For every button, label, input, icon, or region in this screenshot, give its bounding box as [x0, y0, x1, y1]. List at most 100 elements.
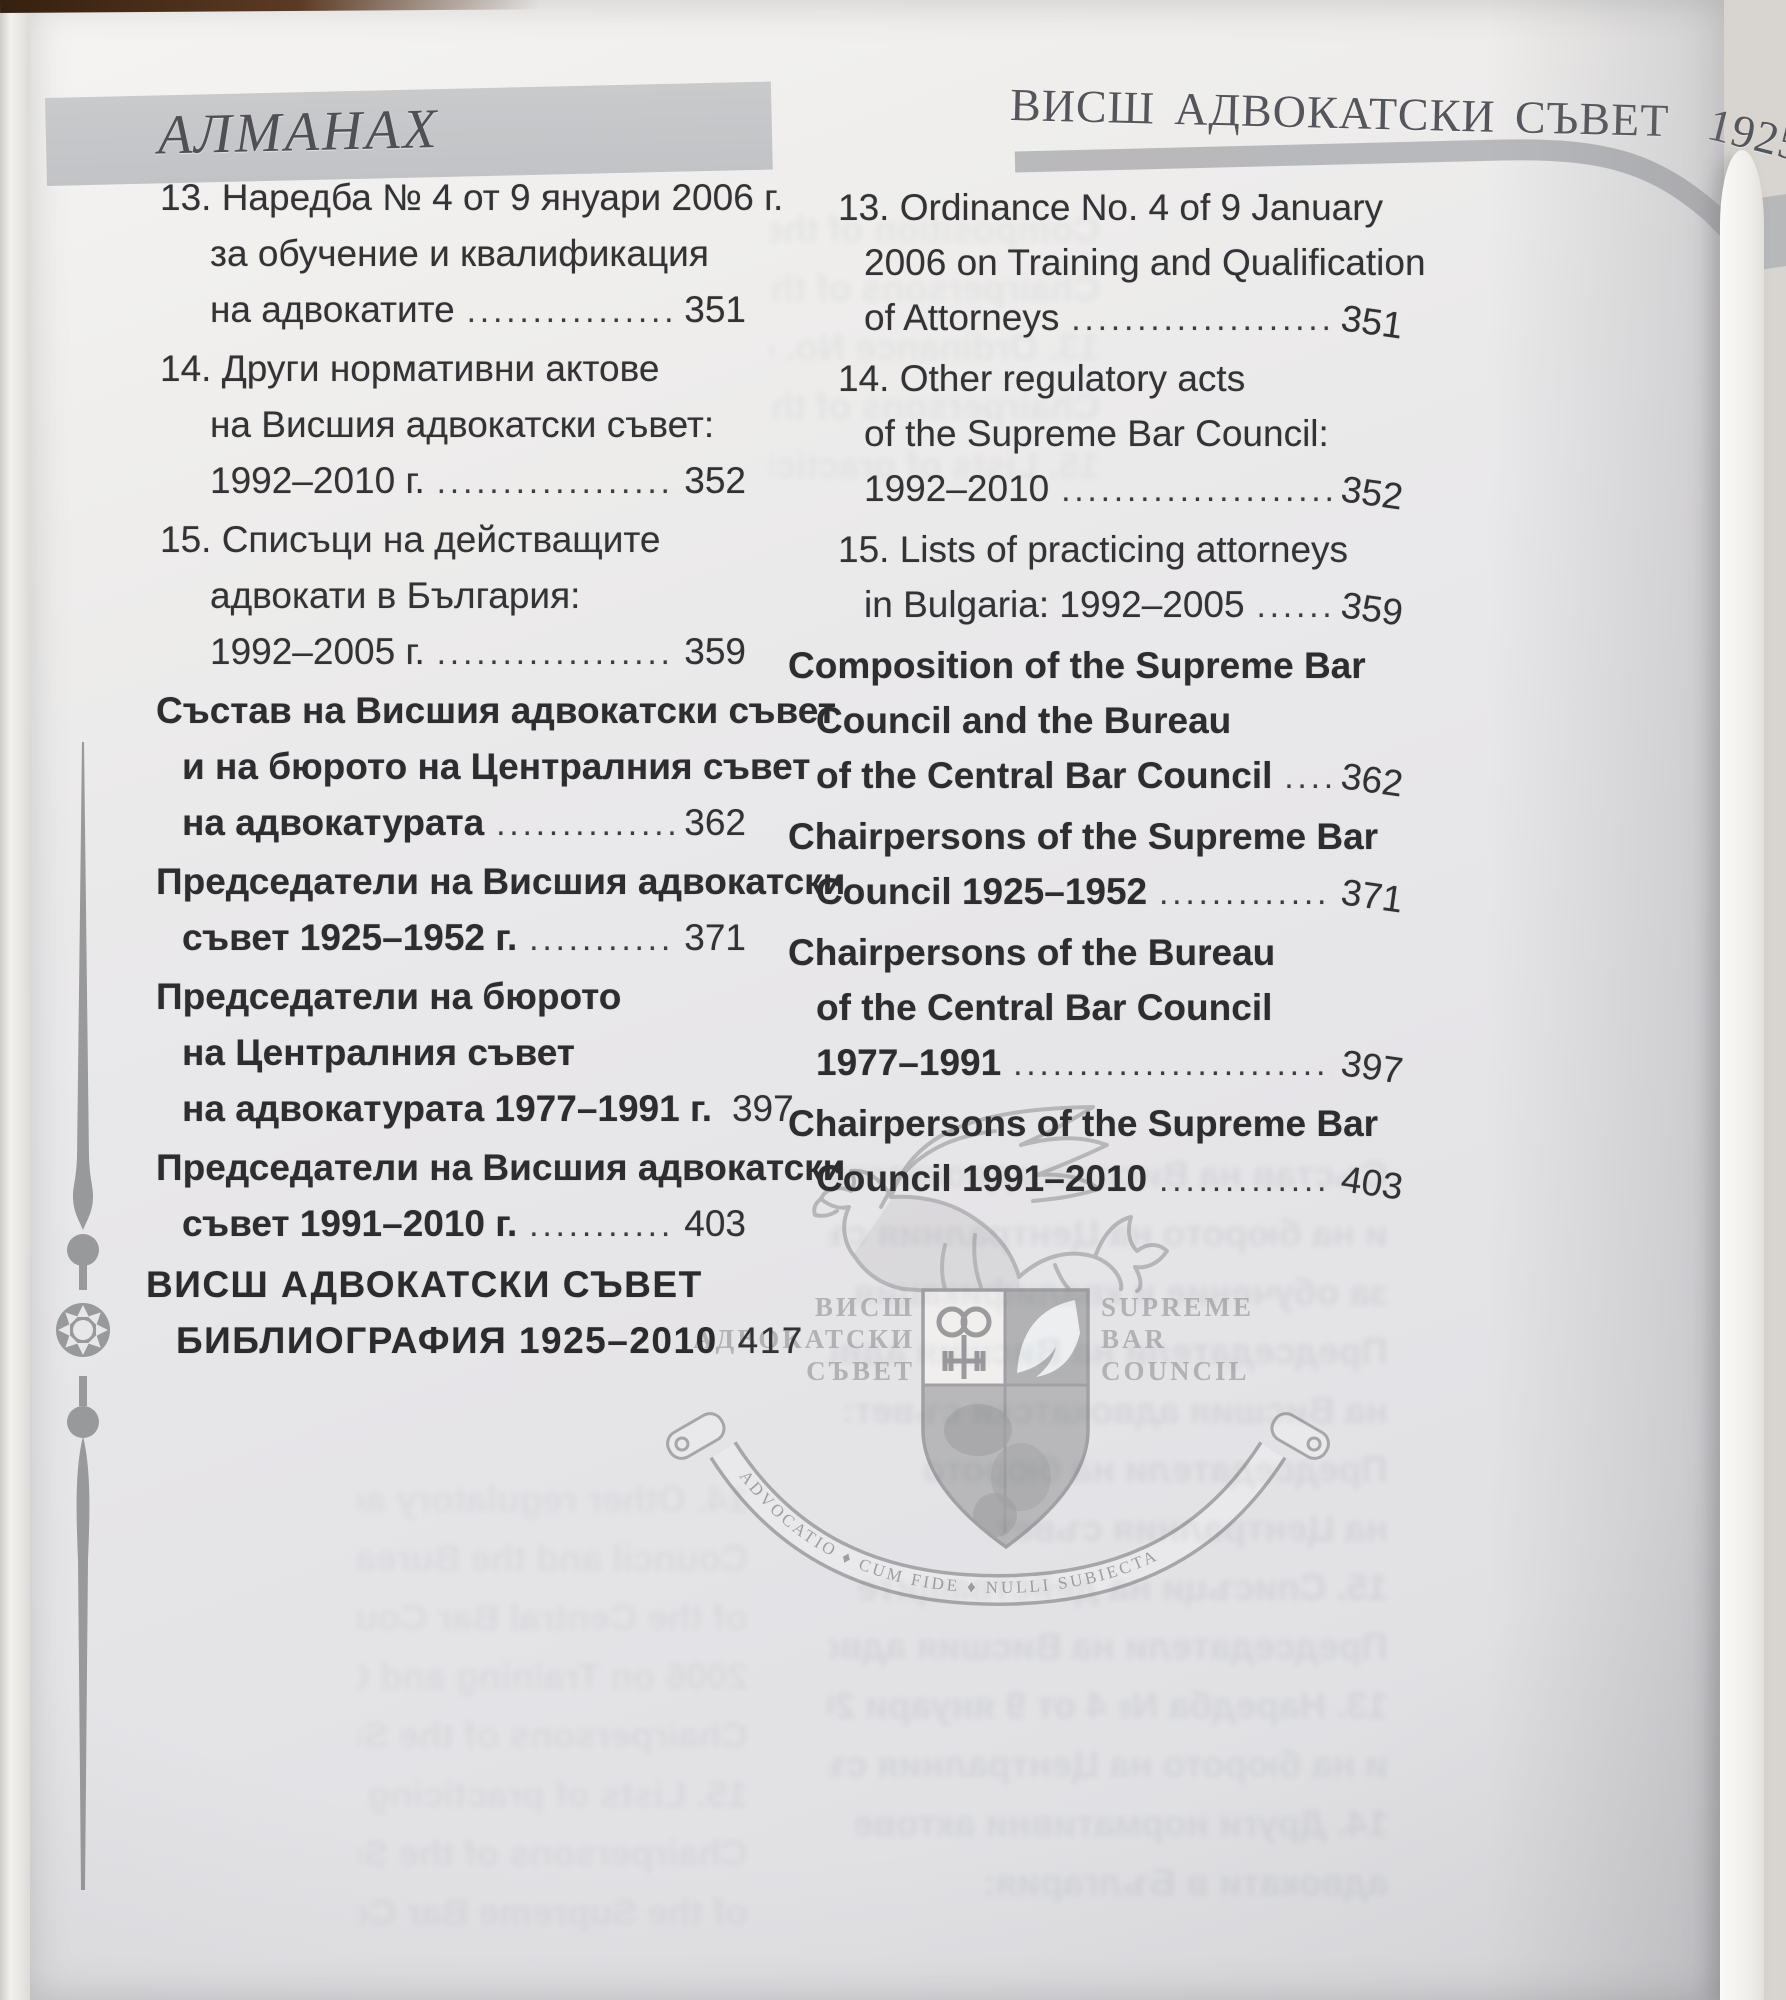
right-header-rule	[1014, 139, 1753, 254]
toc-entry: 13. Наредба № 4 от 9 януари 2006 г. за о…	[146, 170, 784, 339]
page-number-wrap: 403	[1338, 1151, 1407, 1214]
ghost-line: адвокати в България:	[983, 1862, 1388, 1903]
page-number: 362	[684, 802, 746, 843]
toc-line: Chairpersons of the Supreme Bar	[788, 1103, 1379, 1144]
toc-line-text: Council 1991–2010	[816, 1158, 1148, 1199]
toc-entry: 13. Ordinance No. 4 of 9 January 2006 on…	[788, 180, 1426, 346]
toc-line: of the Central Bar Council	[816, 987, 1273, 1028]
toc-column-bulgarian: 13. Наредба № 4 от 9 януари 2006 г. за о…	[146, 170, 846, 1372]
toc-entry: 14. Other regulatory acts of the Supreme…	[788, 351, 1406, 517]
toc-entry: Председатели на Висшия адвокатски съвет …	[146, 1140, 845, 1253]
toc-line-text: 1992–2005 г.	[210, 631, 425, 672]
toc-line-text: на адвокатурата 1977–1991 г.	[182, 1088, 712, 1129]
toc-line: 13. Наредба № 4 от 9 януари 2006 г.	[160, 177, 784, 218]
page-number: 352	[1338, 468, 1406, 518]
dot-leader	[529, 1197, 676, 1253]
toc-line: Composition of the Supreme Bar	[788, 645, 1366, 686]
page-fore-edge	[1720, 150, 1764, 2000]
toc-line-text: Council 1925–1952	[816, 871, 1148, 912]
page-number-wrap: 362	[1338, 748, 1407, 811]
ghost-line: of the Supreme Bar Council:	[358, 1892, 748, 1933]
toc-line: 15. Списъци на действащите	[160, 519, 661, 560]
toc-line-text: 1992–2010	[864, 468, 1050, 509]
page-number: 352	[684, 460, 746, 501]
toc-line-text: на адвокатурата	[182, 802, 485, 843]
ghost-line: 15. Lists of practicing attorneys	[358, 1774, 748, 1815]
toc-line-text: 1992–2010 г.	[210, 460, 425, 501]
dot-leader	[529, 911, 676, 967]
ghost-line: и на бюрото на Централния съвет	[828, 1744, 1388, 1785]
toc-line: на Централния съвет	[182, 1032, 575, 1073]
ghost-line: Председатели на бюрото	[922, 1449, 1388, 1490]
toc-line-text: of Attorneys	[864, 297, 1060, 338]
dot-leader	[1257, 578, 1333, 633]
page-number: 351	[1338, 297, 1406, 347]
dot-leader	[437, 625, 677, 681]
crest-label-bulgarian: ВИСШ АДВОКАТСКИ СЪВЕТ	[693, 1291, 915, 1387]
toc-line: Council 1925–1952 371	[816, 864, 1406, 920]
toc-entry: Състав на Висшия адвокатски съвет и на б…	[146, 683, 837, 852]
toc-line: и на бюрото на Централния съвет	[182, 746, 811, 787]
page-number: 397	[731, 1088, 794, 1129]
toc-line: 14. Други нормативни актове	[160, 348, 660, 389]
crest-label-line: COUNCIL	[1101, 1356, 1250, 1386]
toc-line-text: of the Central Bar Council	[816, 755, 1273, 796]
toc-line-text: съвет 1925–1952 г.	[182, 917, 518, 958]
ghost-line: Chairpersons of the Supreme Bar	[358, 1833, 748, 1874]
toc-line: 1977–1991 397	[816, 1035, 1406, 1091]
right-running-head-text: ВИСШ АДВОКАТСКИ СЪВЕТ	[1009, 78, 1670, 147]
page-number: 359	[684, 631, 746, 672]
toc-line: 1992–2010 г. 352	[210, 453, 746, 510]
page-number: 417	[737, 1320, 804, 1361]
toc-line-text: 1977–1991	[816, 1042, 1002, 1083]
toc-entry: Composition of the Supreme Bar Council a…	[788, 638, 1406, 804]
ghost-line: и на бюрото на Централния съвет	[828, 1213, 1388, 1254]
toc-line: съвет 1925–1952 г. 371	[182, 910, 746, 967]
toc-line: на адвокатурата 1977–1991 г. 397	[182, 1081, 794, 1138]
page-number: 403	[684, 1203, 746, 1244]
toc-line: на Висшия адвокатски съвет:	[210, 404, 715, 445]
toc-line: БИБЛИОГРАФИЯ 1925–2010 417	[176, 1313, 802, 1370]
crest-label-line: SUPREME	[1101, 1292, 1255, 1322]
left-running-head: АЛМАНАХ	[157, 98, 441, 167]
toc-line-text: съвет 1991–2010 г.	[182, 1203, 518, 1244]
dot-leader	[437, 454, 677, 510]
page-number-wrap: 352	[1338, 461, 1407, 524]
ghost-line: Председатели на Висшия адвокатски	[828, 1331, 1388, 1372]
dot-leader	[496, 796, 676, 852]
ghost-line: на Висшия адвокатски съвет:	[841, 1390, 1388, 1431]
toc-line: 1992–2005 г. 359	[210, 624, 746, 681]
toc-line-text: in Bulgaria: 1992–2005	[864, 584, 1245, 625]
bleed-through-text: Състав на Висшия адвокатски съвет и на б…	[828, 1145, 1388, 1945]
page-number: 362	[1338, 755, 1406, 805]
toc-line: in Bulgaria: 1992–2005 359	[864, 577, 1406, 633]
ghost-line: 13. Наредба № 4 от 9 януари 2006 г.	[828, 1685, 1388, 1726]
toc-line: Председатели на Висшия адвокатски	[156, 861, 846, 902]
dot-leader	[1159, 1152, 1332, 1207]
page-number: 403	[1338, 1158, 1406, 1208]
ghost-line: 14. Други нормативни актове	[853, 1803, 1388, 1844]
toc-line: 15. Lists of practicing attorneys	[838, 529, 1349, 570]
toc-column-english: 13. Ordinance No. 4 of 9 January 2006 on…	[788, 180, 1426, 1212]
toc-line-text: БИБЛИОГРАФИЯ 1925–2010	[176, 1320, 718, 1361]
right-running-head: ВИСШ АДВОКАТСКИ СЪВЕТ 1925–2010	[1009, 79, 1786, 200]
toc-line: за обучение и квалификация	[210, 233, 709, 274]
dot-leader	[467, 283, 677, 339]
toc-line: Състав на Висшия адвокатски съвет	[156, 690, 837, 731]
toc-line: of Attorneys 351	[864, 290, 1406, 346]
page-number: 371	[684, 917, 746, 958]
book-page: АЛМАНАХ ВИСШ АДВОКАТСКИ СЪВЕТ 1925–2010	[28, 0, 1786, 2000]
page-number: 359	[1338, 584, 1406, 634]
page-number-wrap: 359	[1338, 577, 1407, 640]
toc-line: Chairpersons of the Supreme Bar	[788, 816, 1379, 857]
toc-entry: Chairpersons of the Bureau of the Centra…	[788, 925, 1406, 1091]
page-number: 371	[1338, 871, 1406, 921]
toc-line: 1992–2010 352	[864, 461, 1406, 517]
toc-entry: 15. Lists of practicing attorneys in Bul…	[788, 522, 1406, 633]
toc-entry-bibliography: ВИСШ АДВОКАТСКИ СЪВЕТ БИБЛИОГРАФИЯ 1925–…	[146, 1257, 802, 1370]
toc-line: 2006 on Training and Qualification	[864, 242, 1426, 283]
dot-leader	[1159, 865, 1332, 920]
ghost-line: за обучение и квалификация	[853, 1272, 1388, 1313]
toc-entry: 14. Други нормативни актове на Висшия ад…	[146, 341, 746, 510]
